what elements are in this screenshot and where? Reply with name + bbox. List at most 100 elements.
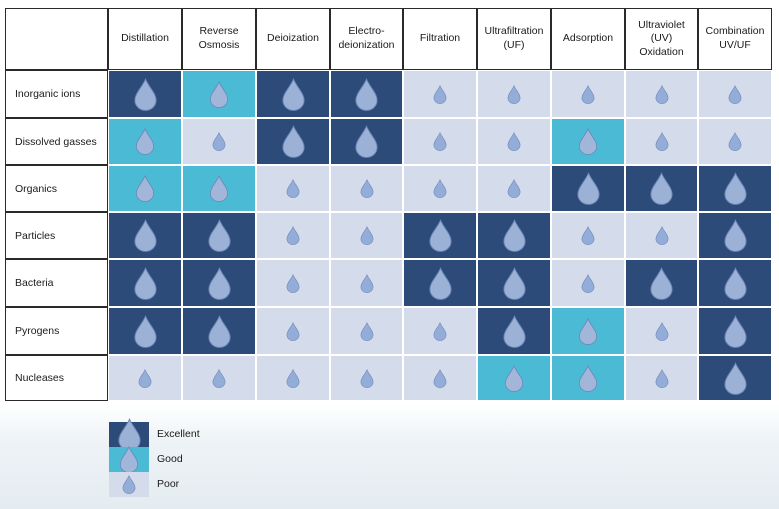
water-drop-icon <box>433 179 447 198</box>
water-drop-icon <box>433 132 447 151</box>
legend-item-excellent: Excellent <box>109 418 249 451</box>
water-drop-icon <box>723 172 747 205</box>
water-drop-icon <box>723 219 747 252</box>
water-drop-icon <box>507 132 521 151</box>
water-drop-icon <box>281 77 305 111</box>
rating-cell-excellent <box>330 70 403 118</box>
rating-cell-poor <box>256 355 330 401</box>
rating-cell-poor <box>256 259 330 307</box>
rating-cell-good <box>108 118 182 165</box>
rating-cell-excellent <box>698 212 772 259</box>
legend-swatch <box>109 446 149 473</box>
rating-cell-good <box>182 165 256 212</box>
water-drop-icon <box>133 266 157 300</box>
row-label: Nucleases <box>5 355 108 401</box>
column-header: Deioization <box>256 8 330 70</box>
row-label: Inorganic ions <box>5 70 108 118</box>
rating-cell-excellent <box>625 259 698 307</box>
water-drop-icon <box>355 77 378 111</box>
column-header: Adsorption <box>551 8 625 70</box>
rating-cell-excellent <box>108 70 182 118</box>
water-drop-icon <box>355 125 378 158</box>
water-drop-icon <box>212 368 226 388</box>
water-drop-icon <box>433 321 447 341</box>
rating-cell-poor <box>625 212 698 259</box>
rating-cell-excellent <box>182 212 256 259</box>
water-drop-icon <box>650 266 673 300</box>
water-drop-icon <box>286 226 300 245</box>
water-drop-icon <box>507 179 521 198</box>
rating-cell-poor <box>477 165 551 212</box>
rating-cell-poor <box>256 212 330 259</box>
water-drop-icon <box>655 226 668 245</box>
water-drop-icon <box>578 128 598 155</box>
rating-cell-good <box>182 70 256 118</box>
water-drop-icon <box>576 172 600 205</box>
rating-cell-excellent <box>698 165 772 212</box>
rating-cell-poor <box>403 307 477 355</box>
water-drop-icon <box>502 219 526 252</box>
water-drop-icon <box>578 364 598 392</box>
water-drop-icon <box>502 266 526 300</box>
water-drop-icon <box>209 175 229 202</box>
column-header: Distillation <box>108 8 182 70</box>
rating-cell-poor <box>182 355 256 401</box>
row-label: Organics <box>5 165 108 212</box>
water-drop-icon <box>581 84 595 104</box>
water-drop-icon <box>135 128 155 155</box>
rating-cell-good <box>477 355 551 401</box>
column-header: Ultrafiltration (UF) <box>477 8 551 70</box>
water-drop-icon <box>360 226 373 245</box>
water-drop-icon <box>655 132 668 151</box>
water-drop-icon <box>581 226 595 245</box>
rating-cell-poor <box>477 70 551 118</box>
legend-label: Good <box>157 453 183 465</box>
rating-cell-excellent <box>108 212 182 259</box>
water-drop-icon <box>286 321 300 341</box>
legend-label: Excellent <box>157 428 200 440</box>
row-label: Pyrogens <box>5 307 108 355</box>
water-drop-icon <box>135 175 155 202</box>
water-drop-icon <box>723 314 747 348</box>
water-drop-icon <box>728 132 742 151</box>
rating-cell-poor <box>625 307 698 355</box>
water-drop-icon <box>433 368 447 388</box>
water-drop-icon <box>360 179 373 198</box>
row-label: Dissolved gasses <box>5 118 108 165</box>
rating-cell-poor <box>477 118 551 165</box>
water-drop-icon <box>207 266 231 300</box>
rating-cell-poor <box>330 307 403 355</box>
rating-cell-excellent <box>182 307 256 355</box>
rating-cell-poor <box>330 259 403 307</box>
column-header: Ultraviolet (UV) Oxidation <box>625 8 698 70</box>
rating-cell-poor <box>108 355 182 401</box>
rating-cell-excellent <box>403 212 477 259</box>
water-drop-icon <box>138 368 152 388</box>
water-drop-icon <box>360 368 373 388</box>
column-header: Combination UV/UF <box>698 8 772 70</box>
legend-item-good: Good <box>109 446 249 473</box>
water-drop-icon <box>433 84 447 104</box>
rating-cell-excellent <box>698 307 772 355</box>
rating-cell-poor <box>551 70 625 118</box>
water-drop-icon <box>723 361 747 395</box>
legend-swatch <box>109 472 149 497</box>
water-drop-icon <box>119 446 139 473</box>
rating-cell-poor <box>182 118 256 165</box>
water-drop-icon <box>578 317 598 345</box>
rating-cell-poor <box>256 307 330 355</box>
rating-cell-excellent <box>698 259 772 307</box>
water-drop-icon <box>209 80 229 108</box>
rating-cell-poor <box>551 212 625 259</box>
water-drop-icon <box>207 219 231 252</box>
rating-cell-excellent <box>477 212 551 259</box>
rating-cell-poor <box>551 259 625 307</box>
water-drop-icon <box>650 172 673 205</box>
water-drop-icon <box>286 368 300 388</box>
water-drop-icon <box>655 84 668 104</box>
rating-cell-poor <box>698 70 772 118</box>
rating-cell-excellent <box>256 118 330 165</box>
water-drop-icon <box>360 321 373 341</box>
water-drop-icon <box>728 84 742 104</box>
table-corner <box>5 8 108 70</box>
